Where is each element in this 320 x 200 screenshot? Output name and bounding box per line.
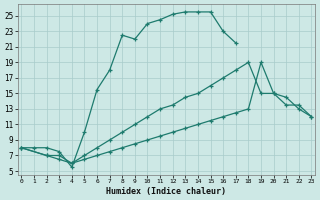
X-axis label: Humidex (Indice chaleur): Humidex (Indice chaleur) — [107, 187, 227, 196]
